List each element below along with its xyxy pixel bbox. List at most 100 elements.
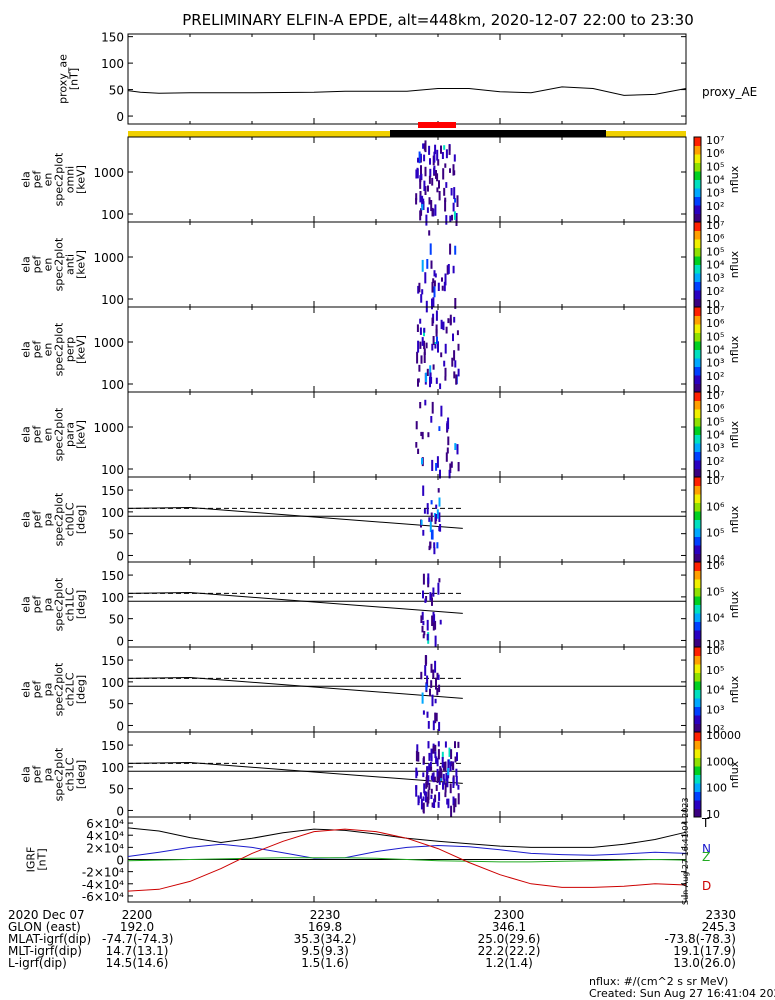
en_omni-cell xyxy=(452,202,455,212)
pa_ch3LC-colorbar-cell xyxy=(694,774,701,784)
footer-row-value: 14.7(13.1) xyxy=(105,944,169,958)
pa_ch2LC-tick-label: 100 xyxy=(101,676,124,690)
en_perp-colorbar-cell xyxy=(694,315,701,325)
pa_ch1LC-cell xyxy=(429,592,432,601)
igrf-legend-T: T xyxy=(701,816,710,830)
footer-row-value: 9.5(9.3) xyxy=(301,944,349,958)
pa_ch1LC-cell xyxy=(420,615,423,623)
en_anti-ylabel-line: [keV] xyxy=(75,250,88,279)
en_para-cell xyxy=(431,459,434,471)
pa_ch2LC-colorbar-title: nflux xyxy=(728,675,741,703)
pa_ch3LC-cell xyxy=(443,778,446,785)
en_anti-colorbar-label: 10³ xyxy=(706,272,724,285)
pa_ch1LC-cell xyxy=(427,573,430,584)
en_anti-colorbar-cell xyxy=(694,298,701,308)
en_omni-frame xyxy=(127,136,687,223)
pa_ch3LC-cell xyxy=(416,744,419,753)
footer-row-value: 19.1(17.9) xyxy=(673,944,736,958)
en_para-colorbar-cell xyxy=(694,400,701,410)
pa_ch1LC-ylabel-line: [deg] xyxy=(75,590,88,619)
pa_ch3LC-cell xyxy=(435,756,438,764)
pa_ch3LC-colorbar-label: 10 xyxy=(706,808,720,821)
en_perp-cell xyxy=(431,317,434,326)
en_perp-cell xyxy=(439,383,442,390)
pa_ch0LC-colorbar-cell xyxy=(694,511,701,520)
en_perp-cell xyxy=(417,378,420,383)
pa_ch0LC-colorbar-cell xyxy=(694,528,701,537)
pa_ch2LC-tick-label: 50 xyxy=(109,698,124,712)
zone-bar-yellow-left xyxy=(128,131,390,137)
pa_ch3LC-cell xyxy=(436,771,439,784)
pa_ch1LC-colorbar-label: 10³ xyxy=(706,638,724,651)
proxy-ae-tick-label: 150 xyxy=(101,31,124,45)
en_perp-colorbar-label: 10³ xyxy=(706,357,724,370)
en_perp-cell xyxy=(417,340,420,353)
pa_ch0LC-loss-cone-line xyxy=(127,507,463,529)
pa_ch0LC-colorbar-label: 10⁷ xyxy=(706,474,724,487)
footer-row-value: 192.0 xyxy=(119,920,155,934)
en_para-colorbar-cell xyxy=(694,468,701,478)
en_omni-cell xyxy=(438,180,440,189)
pa_ch3LC-cell xyxy=(439,766,442,771)
en_para-colorbar-label: 10² xyxy=(706,455,724,468)
zone-bar-black xyxy=(390,130,606,137)
pa_ch1LC-cell xyxy=(431,615,434,626)
en_anti-cell xyxy=(429,243,432,255)
pa_ch3LC-cell xyxy=(430,748,433,758)
en_anti-cell xyxy=(418,282,421,293)
en_omni-cell xyxy=(426,207,429,213)
pa_ch2LC-colorbar-cell xyxy=(694,664,701,673)
pa_ch3LC-cell xyxy=(444,783,447,793)
pa_ch3LC-cell xyxy=(432,772,435,783)
pa_ch0LC-colorbar-cell xyxy=(694,502,701,512)
en_perp-colorbar-title: nflux xyxy=(728,335,741,363)
en_perp-cell xyxy=(440,352,443,358)
pa_ch0LC-cell xyxy=(428,517,431,522)
en_para-cell xyxy=(415,442,418,448)
pa_ch2LC-colorbar-cell xyxy=(694,647,701,656)
igrf-series-Z xyxy=(127,857,687,863)
pa_ch3LC-cell xyxy=(450,805,453,817)
pa_ch1LC-cell xyxy=(439,619,442,625)
pa_ch1LC-cell xyxy=(423,631,426,636)
en_omni-cell xyxy=(427,185,429,192)
pa_ch3LC-colorbar-cell xyxy=(694,732,701,741)
pa_ch3LC-cell xyxy=(435,784,438,791)
en_omni-cell xyxy=(415,169,418,179)
en_anti-colorbar-cell xyxy=(694,247,701,257)
en_anti-cell xyxy=(454,245,457,255)
plot-title: PRELIMINARY ELFIN-A EPDE, alt=448km, 202… xyxy=(182,11,694,29)
pa_ch0LC-colorbar-cell xyxy=(694,545,701,554)
pa_ch2LC-cell xyxy=(430,663,433,673)
pa_ch3LC-cell xyxy=(434,744,437,752)
en_perp-cell xyxy=(425,342,428,349)
pa_ch0LC-cell xyxy=(433,513,436,518)
pa_ch3LC-cell xyxy=(457,741,460,748)
pa_ch1LC-ylabel-line: spec2plot xyxy=(53,577,66,631)
pa_ch2LC-ylabel-line: spec2plot xyxy=(53,662,66,716)
proxy-ae-tick-label: 100 xyxy=(101,57,124,71)
pa_ch3LC-cell xyxy=(447,798,450,809)
footer-row-value: 2300 xyxy=(493,908,525,922)
pa_ch1LC-colorbar-cell xyxy=(694,621,701,631)
footer-row-value: -73.8(-78.3) xyxy=(664,932,736,946)
footer-row-value: 2200 xyxy=(121,908,153,922)
en_omni-cell xyxy=(438,191,441,201)
en_omni-ylabel-line: [keV] xyxy=(75,165,88,194)
pa_ch1LC-colorbar-cell xyxy=(694,604,701,614)
en_omni-cell xyxy=(445,149,448,159)
en_omni-cell xyxy=(430,200,433,212)
en_omni-colorbar-label: 10⁴ xyxy=(706,174,725,187)
pa_ch3LC-tick-label: 100 xyxy=(101,761,124,775)
en_perp-cell xyxy=(447,318,450,324)
pa_ch1LC-cell xyxy=(421,611,424,620)
en_para-cell xyxy=(447,436,450,446)
pa_ch0LC-ylabel-line: ch0LC xyxy=(64,502,77,536)
en_perp-ylabel-line: [keV] xyxy=(75,335,88,364)
pa_ch0LC-cell xyxy=(423,508,426,514)
pa_ch0LC-cell xyxy=(437,488,440,493)
pa_ch1LC-cell xyxy=(434,620,437,630)
pa_ch0LC-ylabel-line: ela xyxy=(20,511,33,528)
en_omni-cell xyxy=(431,177,434,186)
en_omni-ylabel-line: omni xyxy=(64,166,77,193)
